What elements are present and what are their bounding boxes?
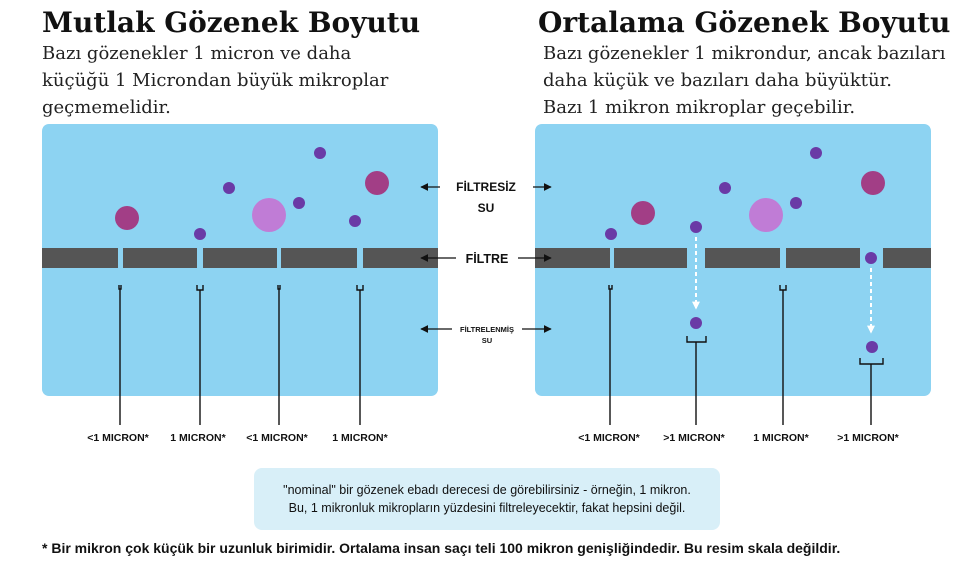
left-size-label-3: <1 MICRON*	[246, 432, 308, 444]
left-title: Mutlak Gözenek Boyutu	[42, 6, 421, 39]
passing-arrows	[692, 237, 875, 334]
microbe	[252, 198, 286, 232]
filtered-label-line2: SU	[482, 336, 492, 345]
microbe	[365, 171, 389, 195]
microbe	[293, 197, 305, 209]
right-filter-bar	[535, 248, 931, 268]
microbe	[223, 182, 235, 194]
left-filter-segment	[281, 248, 357, 268]
left-size-label-1: <1 MICRON*	[87, 432, 149, 444]
microbe	[690, 317, 702, 329]
microbe	[810, 147, 822, 159]
right-pore-pointers	[608, 285, 884, 425]
microbe	[865, 252, 877, 264]
right-size-label-2: >1 MICRON*	[663, 432, 725, 444]
microbe	[115, 206, 139, 230]
left-filter-segment	[42, 248, 118, 268]
note-line-1: "nominal" bir gözenek ebadı derecesi de …	[283, 483, 691, 497]
left-filter-segment	[123, 248, 197, 268]
right-subtitle: Bazı gözenekler 1 mikrondur, ancak bazıl…	[543, 43, 946, 118]
left-size-label-2: 1 MICRON*	[170, 432, 226, 444]
left-microbes	[115, 147, 389, 240]
left-subtitle: Bazı gözenekler 1 micron ve daha küçüğü …	[42, 43, 389, 118]
microbe	[631, 201, 655, 225]
microbe	[861, 171, 885, 195]
microbe	[866, 341, 878, 353]
right-filter-segment	[883, 248, 931, 268]
microbe	[605, 228, 617, 240]
filter-label: FİLTRE	[466, 251, 509, 266]
microbe	[690, 221, 702, 233]
left-filter-bar	[42, 248, 438, 268]
right-title: Ortalama Gözenek Boyutu	[538, 6, 951, 39]
left-filter-segment	[203, 248, 277, 268]
right-size-label-3: 1 MICRON*	[753, 432, 809, 444]
microbe	[790, 197, 802, 209]
right-filter-segment	[705, 248, 780, 268]
left-pore-pointers	[118, 285, 364, 425]
right-filter-segment	[535, 248, 610, 268]
microbe	[349, 215, 361, 227]
right-size-label-1: <1 MICRON*	[578, 432, 640, 444]
microbe	[314, 147, 326, 159]
left-size-label-4: 1 MICRON*	[332, 432, 388, 444]
footnote: * Bir mikron çok küçük bir uzunluk birim…	[42, 540, 841, 556]
right-microbes	[605, 147, 885, 353]
microbe	[194, 228, 206, 240]
right-filter-segment	[614, 248, 687, 268]
microbe	[719, 182, 731, 194]
filtered-label-line1: FİLTRELENMİŞ	[460, 325, 514, 334]
nominal-note-box: "nominal" bir gözenek ebadı derecesi de …	[254, 468, 720, 530]
unfiltered-label-line1: FİLTRESİZ	[456, 179, 516, 194]
microbe	[749, 198, 783, 232]
note-line-2: Bu, 1 mikronluk mikropların yüzdesini fi…	[288, 501, 686, 515]
right-size-label-4: >1 MICRON*	[837, 432, 899, 444]
left-filter-segment	[363, 248, 438, 268]
unfiltered-label-line2: SU	[478, 201, 495, 215]
right-filter-segment	[786, 248, 860, 268]
